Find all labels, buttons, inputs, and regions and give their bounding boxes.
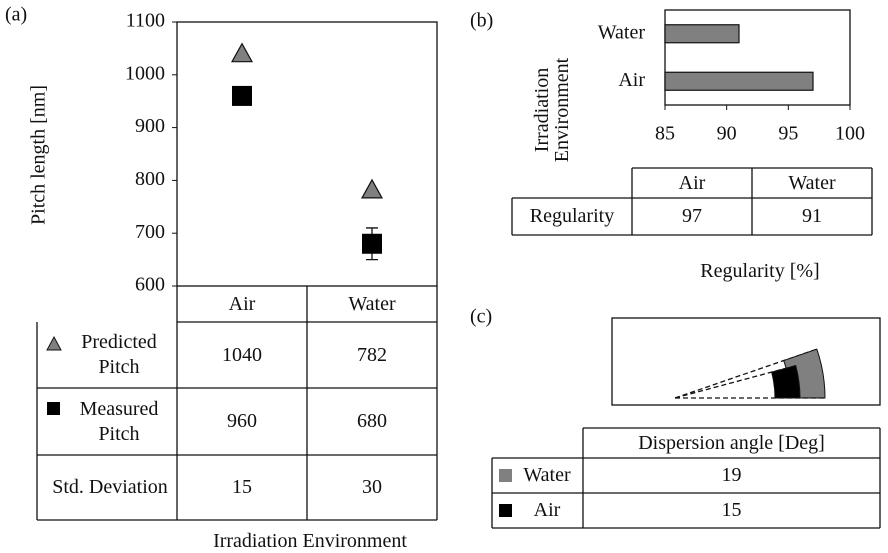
table-value: 97 bbox=[682, 205, 702, 227]
x-tick-label: Water bbox=[348, 292, 396, 315]
row-label: Regularity bbox=[529, 205, 615, 227]
x-tick-label: 100 bbox=[835, 123, 865, 145]
x-tick-label: Air bbox=[228, 292, 256, 315]
point bbox=[360, 178, 384, 199]
table-value: 782 bbox=[357, 343, 387, 366]
y-tick-label: 1000 bbox=[125, 62, 165, 84]
table-value: 960 bbox=[227, 410, 257, 432]
y-tick-label: Air bbox=[618, 69, 645, 91]
y-tick-label: 800 bbox=[135, 168, 165, 190]
table-value: 30 bbox=[362, 476, 382, 498]
table-value: 19 bbox=[721, 464, 742, 486]
x-axis-label: Irradiation Environment bbox=[213, 529, 407, 552]
table-header: Dispersion angle [Deg] bbox=[638, 431, 825, 454]
y-tick-label: Water bbox=[598, 21, 646, 43]
y-tick-label: 600 bbox=[135, 274, 165, 296]
x-tick-label: 95 bbox=[778, 123, 798, 145]
table-value: 91 bbox=[802, 205, 822, 227]
point bbox=[362, 233, 382, 254]
table-value: 15 bbox=[721, 499, 742, 521]
table-value: 15 bbox=[232, 476, 252, 498]
panel-label: (c) bbox=[470, 306, 492, 328]
legend-label: Predicted Pitch bbox=[81, 331, 157, 378]
bar bbox=[664, 71, 814, 91]
x-tick-label: 90 bbox=[717, 123, 737, 145]
y-tick-label: 900 bbox=[135, 115, 165, 137]
y-axis-label: Pitch length [nm] bbox=[28, 85, 50, 225]
table-value: 680 bbox=[357, 410, 387, 432]
legend-swatch bbox=[46, 335, 62, 351]
legend-swatch bbox=[499, 469, 512, 482]
bar bbox=[664, 24, 740, 44]
table-header: Air bbox=[678, 171, 706, 194]
legend-label: Measured Pitch bbox=[79, 397, 159, 445]
diagram-frame bbox=[611, 317, 881, 406]
y-tick-label: 1100 bbox=[126, 10, 165, 32]
point bbox=[232, 85, 252, 106]
panel-label: (a) bbox=[5, 4, 27, 26]
legend-label: Air bbox=[533, 499, 561, 521]
legend-label: Water bbox=[523, 464, 571, 486]
row-label: Std. Deviation bbox=[52, 476, 168, 498]
plot-frame bbox=[664, 9, 851, 106]
y-tick-label: 700 bbox=[135, 221, 165, 243]
plot-frame bbox=[176, 21, 438, 287]
table-header: Water bbox=[788, 171, 836, 194]
point bbox=[230, 42, 254, 63]
table-value: 1040 bbox=[222, 343, 262, 366]
x-axis-label: Regularity [%] bbox=[700, 259, 820, 282]
x-tick-label: 85 bbox=[655, 123, 675, 145]
dispersion-wedge bbox=[770, 365, 801, 399]
legend-swatch bbox=[499, 504, 512, 517]
y-axis-label: Irradiation Environment bbox=[531, 57, 573, 163]
panel-label: (b) bbox=[470, 10, 493, 32]
legend-swatch bbox=[47, 402, 60, 415]
